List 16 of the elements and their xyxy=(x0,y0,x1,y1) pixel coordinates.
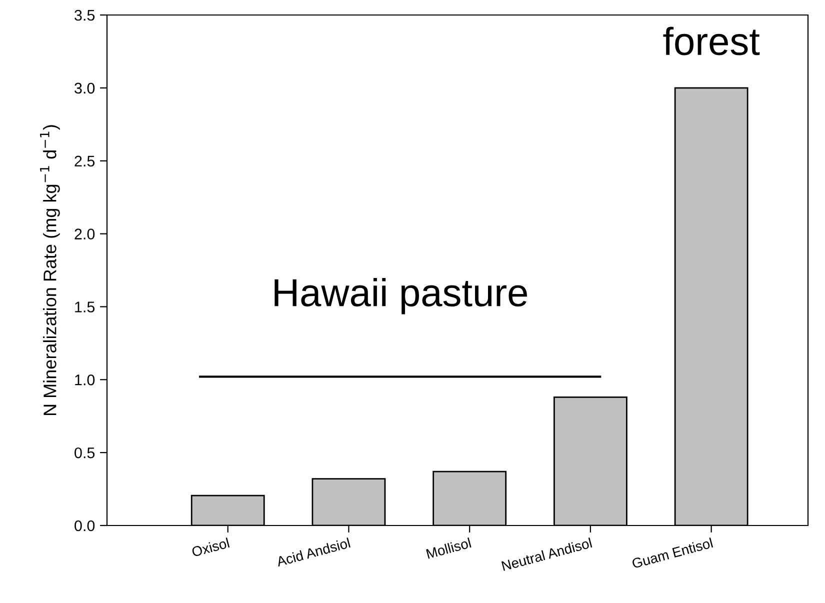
x-tick-label: Guam Entisol xyxy=(631,538,714,569)
x-tick-label: Mollisol xyxy=(426,538,472,559)
x-tick-label: Oxisol xyxy=(191,538,230,557)
y-tick-label: 1.5 xyxy=(75,302,95,312)
y-tick-label: 3.5 xyxy=(74,10,95,21)
y-tick-label: 2.5 xyxy=(74,156,95,167)
x-tick-label: Neutral Andisol xyxy=(501,538,592,572)
y-tick-label: 0.5 xyxy=(74,447,95,458)
ref-line-label: Hawaii pasture xyxy=(274,278,527,314)
y-tick-label: 0.0 xyxy=(74,520,95,532)
y-tick-label: 3.0 xyxy=(74,82,95,94)
annotation: forest xyxy=(663,26,760,56)
x-tick-label: Acid Andsiol xyxy=(276,538,350,567)
y-axis-title: N Mineralization Rate (mg kg$^{−1}$ d$^{−1}$) xyxy=(40,125,60,416)
y-tick-label: 2.0 xyxy=(74,228,95,240)
y-tick-label: 1.0 xyxy=(75,374,95,386)
